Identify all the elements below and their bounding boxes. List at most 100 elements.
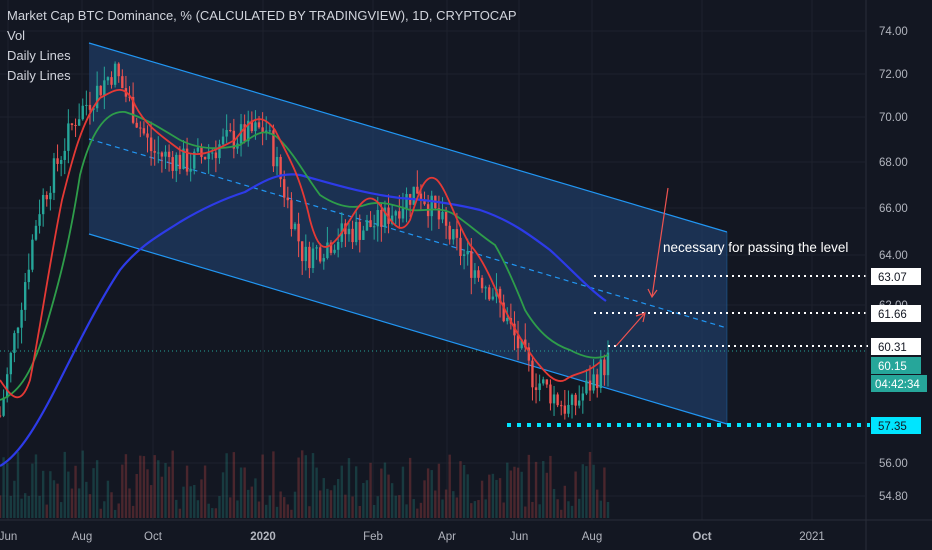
volume-bar	[524, 506, 527, 518]
volume-bar	[117, 503, 120, 518]
channel-upper-line[interactable]	[88, 42, 728, 233]
candle-body	[326, 242, 329, 259]
volume-bar	[318, 490, 322, 518]
volume-bar	[182, 486, 185, 518]
candle-body	[592, 374, 595, 391]
price-label-60-31[interactable]: 60.31	[871, 338, 921, 355]
candle-body	[444, 211, 448, 226]
volume-bar	[408, 457, 412, 518]
volume-bar	[20, 498, 23, 518]
candle-body	[383, 207, 387, 227]
volume-bar	[369, 462, 372, 518]
time-scale[interactable]: Jun Aug Oct 2020 Feb Apr Jun Aug Oct 202…	[0, 531, 825, 543]
volume-bar	[38, 495, 41, 518]
arrow-down-icon[interactable]	[647, 187, 669, 299]
volume-bar	[329, 490, 333, 518]
volume-bar	[9, 495, 12, 518]
volume-bar	[477, 500, 480, 518]
candle-body	[498, 288, 502, 303]
candle-body	[466, 251, 469, 255]
candle-body	[318, 247, 322, 262]
price-label-63-07[interactable]: 63.07	[871, 268, 921, 285]
candle-body	[372, 226, 376, 228]
price-scale[interactable]: 74.00 72.00 70.00 68.00 66.00 64.00 62.0…	[879, 26, 908, 503]
candle-body	[480, 277, 484, 289]
volume-bar	[88, 494, 92, 518]
candle-body	[103, 80, 106, 96]
candle-body	[531, 360, 534, 388]
candle-body	[160, 152, 164, 157]
legend-indicator-2[interactable]: Daily Lines	[7, 68, 71, 83]
volume-bar	[160, 476, 164, 518]
volume-bar	[243, 467, 246, 518]
legend-title[interactable]: Market Cap BTC Dominance, % (CALCULATED …	[7, 8, 517, 23]
candle-body	[207, 153, 210, 160]
price-tick: 54.80	[879, 491, 908, 503]
price-label-61-66[interactable]: 61.66	[871, 305, 921, 322]
candle-body	[59, 159, 63, 164]
candle-body	[95, 85, 99, 109]
candle-body	[351, 228, 354, 243]
volume-bar	[549, 455, 552, 518]
candle-body	[416, 186, 419, 194]
candle-body	[9, 352, 12, 375]
legend-indicator-1[interactable]: Daily Lines	[7, 48, 71, 63]
volume-bar	[563, 485, 567, 518]
volume-bar	[372, 504, 376, 518]
candle-body	[268, 130, 272, 132]
last-price-label[interactable]: 60.15	[871, 357, 921, 374]
volume-bar	[185, 465, 189, 518]
volume-bars	[0, 450, 610, 518]
volume-bar	[311, 453, 315, 518]
volume-bar	[466, 474, 469, 518]
candle-body	[477, 270, 480, 278]
volume-bar	[275, 506, 279, 518]
volume-bar	[45, 504, 48, 518]
svg-text:60.15: 60.15	[878, 361, 907, 373]
candle-body	[49, 192, 52, 200]
volume-bar	[506, 462, 509, 518]
candle-body	[85, 104, 88, 106]
candle-body	[462, 254, 466, 256]
volume-bar	[225, 453, 228, 518]
volume-bar	[520, 471, 523, 518]
volume-bar	[56, 483, 59, 518]
candle-body	[257, 122, 261, 128]
volume-bar	[142, 456, 146, 518]
support-price-label[interactable]: 57.35	[871, 417, 921, 434]
volume-bar	[473, 501, 477, 518]
legend-vol[interactable]: Vol	[7, 28, 26, 43]
volume-bar	[31, 463, 34, 518]
volume-bar	[592, 464, 595, 518]
candle-body	[250, 120, 254, 132]
time-tick: Apr	[438, 531, 456, 543]
candle-body	[81, 105, 84, 120]
time-tick: Oct	[692, 531, 711, 543]
volume-bar	[110, 492, 113, 518]
candle-body	[538, 383, 541, 391]
channel-lower-line[interactable]	[88, 233, 728, 425]
candle-body	[254, 122, 257, 132]
candle-body	[354, 221, 358, 243]
candle-body	[175, 154, 178, 171]
candle-body	[502, 302, 505, 322]
candle-body	[196, 147, 200, 152]
volume-bar	[455, 497, 459, 518]
candle-body	[556, 394, 559, 406]
volume-bar	[218, 496, 221, 518]
candle-body	[574, 394, 577, 406]
volume-bar	[232, 452, 236, 518]
candle-body	[315, 247, 318, 249]
ma-fast-line	[0, 88, 601, 399]
candle-body	[452, 229, 455, 240]
volume-bar	[261, 454, 264, 518]
volume-bar	[131, 505, 135, 518]
volume-bar	[448, 454, 451, 518]
channel-mid-line[interactable]	[88, 138, 728, 329]
candle-body	[322, 258, 325, 262]
volume-bar	[574, 471, 577, 518]
candle-body	[157, 152, 160, 154]
annotation-text[interactable]: necessary for passing the level	[663, 240, 848, 255]
arrow-up-right-icon[interactable]	[615, 312, 646, 347]
